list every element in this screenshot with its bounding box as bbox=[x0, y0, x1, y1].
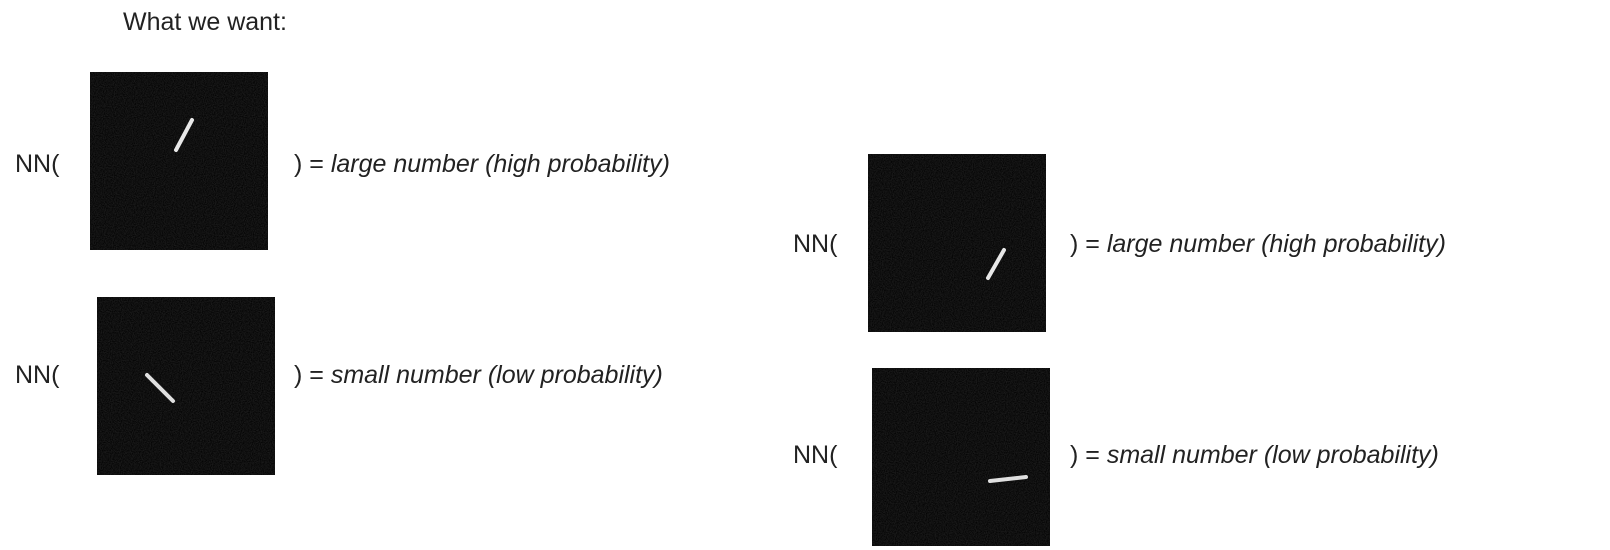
equals: ) = bbox=[1070, 441, 1100, 469]
result-line: ) = small number (low probability) bbox=[294, 363, 663, 388]
nn-prefix: NN( bbox=[15, 152, 59, 177]
equals: ) = bbox=[294, 361, 324, 389]
equals: ) = bbox=[294, 150, 324, 178]
result: small number (low probability) bbox=[1107, 441, 1439, 469]
nn-prefix: NN( bbox=[793, 232, 837, 257]
result: large number (high probability) bbox=[1107, 230, 1446, 258]
result: small number (low probability) bbox=[331, 361, 663, 389]
noise-image bbox=[97, 297, 275, 475]
result-line: ) = large number (high probability) bbox=[1070, 232, 1446, 257]
result-line: ) = large number (high probability) bbox=[294, 152, 670, 177]
noise-image bbox=[872, 368, 1050, 546]
noise-image bbox=[90, 72, 268, 250]
nn-prefix: NN( bbox=[793, 443, 837, 468]
title: What we want: bbox=[123, 10, 287, 35]
nn-prefix: NN( bbox=[15, 363, 59, 388]
result-line: ) = small number (low probability) bbox=[1070, 443, 1439, 468]
page: What we want: NN( ) = large number (high… bbox=[0, 0, 1610, 550]
noise-image bbox=[868, 154, 1046, 332]
result: large number (high probability) bbox=[331, 150, 670, 178]
equals: ) = bbox=[1070, 230, 1100, 258]
